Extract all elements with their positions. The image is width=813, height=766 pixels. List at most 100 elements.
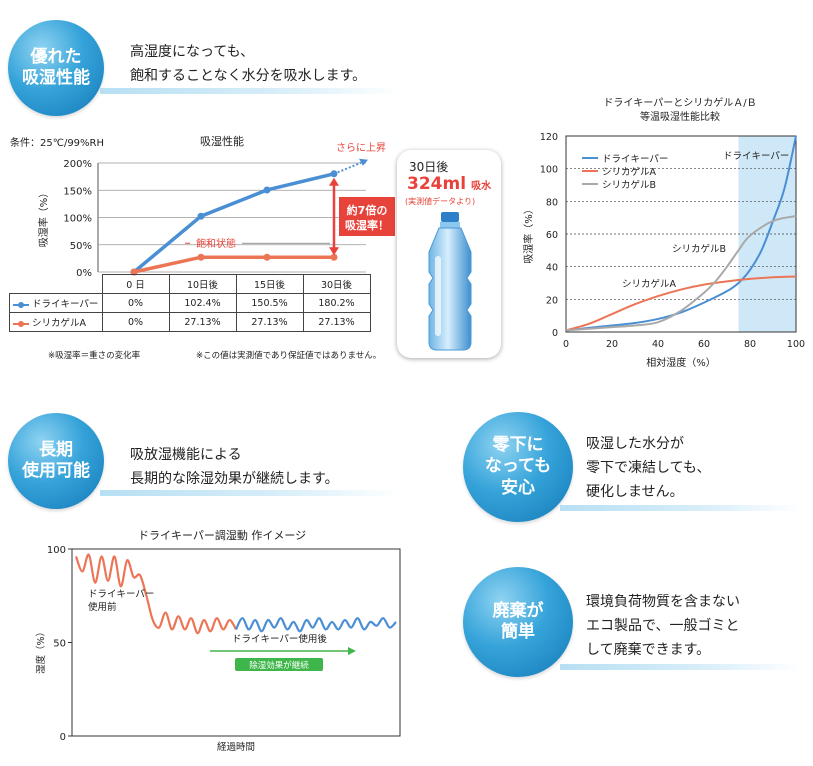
table-cell: 27.13% — [168, 312, 237, 332]
callout-day: 30日後 — [409, 160, 449, 174]
legend-label: シリカゲルA — [602, 166, 657, 178]
chart3-svg: 100 50 0 湿度（%） 経過時間 ドライキーパー使用前ドライキーパー使用後除湿効果が… — [35, 545, 401, 753]
inline-label-silica-a: シリカゲルA — [622, 278, 677, 290]
y-tick-label: 100% — [63, 214, 92, 225]
section-divider — [100, 490, 400, 496]
data-point — [197, 253, 205, 261]
series-line-silica-b — [565, 215, 797, 332]
freeze-lead-text: 吸湿した水分が 零下で凍結しても、 硬化しません。 — [586, 436, 711, 500]
dispose-lead-text: 環境負荷物質を含まない エコ製品で、一般ゴミと して廃棄できます。 — [586, 594, 740, 658]
chart1-title: 吸湿性能 — [200, 135, 244, 148]
x-tick-label: 40 — [652, 339, 664, 350]
series-line-after — [235, 617, 397, 633]
section-divider — [100, 88, 400, 94]
badge-dispose: 廃棄が 簡単 — [463, 567, 573, 677]
ratio-badge-text: 吸湿率！ — [345, 218, 389, 232]
table-cell: 102.4% — [168, 293, 237, 313]
further-rise-line — [333, 161, 362, 175]
legend-label: シリカゲルB — [602, 179, 656, 191]
sustain-arrow-head — [348, 647, 356, 655]
y-tick-label: 150% — [63, 186, 92, 197]
before-label: 使用前 — [88, 601, 117, 613]
ratio-badge — [339, 197, 395, 236]
badge-freeze: 零下に なっても 安心 — [463, 412, 573, 522]
section-divider — [560, 664, 800, 670]
badge-long-use: 長期 使用可能 — [8, 413, 104, 509]
table-row: ドライキーパー 0% 102.4% 150.5% 180.2% — [9, 293, 371, 313]
condition-label: 条件：25℃/99%RH — [10, 138, 105, 149]
table-cell: 27.13% — [302, 312, 371, 332]
saturation-label: 飽和状態 — [196, 237, 236, 250]
y-tick-label: 80 — [546, 197, 558, 208]
water-bottle-icon — [428, 212, 472, 351]
y-tick-label: 0 — [552, 328, 558, 339]
legend-dry-keeper: ドライキーパー — [9, 293, 103, 313]
chart2-title: ドライキーパーとシリカゲルＡ/Ｂ 等温吸湿性能比較 — [603, 98, 757, 123]
x-tick-label: 100 — [787, 339, 805, 350]
y-axis-label: 湿度（%） — [35, 627, 47, 674]
y-tick-label: 100 — [540, 165, 558, 176]
chart1-data-table: 0 日 10日後 15日後 30日後 ドライキーパー 0% 102.4% 150… — [9, 274, 371, 332]
y-tick-label: 50 — [53, 639, 66, 650]
callout-note: (実測値データより) — [405, 197, 476, 206]
ratio-badge-text: 約7倍の — [347, 203, 388, 217]
table-head-cell: 10日後 — [168, 274, 237, 294]
legend-label: ドライキーパー — [602, 154, 668, 165]
series-line-silica-a — [133, 255, 334, 274]
ratio-arrow-head-down — [329, 247, 339, 256]
table-cell: 0% — [101, 293, 170, 313]
inline-label-silica-b: シリカゲルB — [672, 243, 726, 255]
series-line-dry-keeper — [132, 172, 335, 274]
y-axis-label: 吸湿率（%） — [522, 204, 535, 264]
data-point — [330, 253, 338, 261]
table-head-cell: 15日後 — [235, 274, 304, 294]
y-tick-label: 0 — [60, 732, 66, 743]
data-point — [263, 253, 271, 261]
series-line-dry-keeper — [565, 135, 797, 332]
x-tick-label: 20 — [606, 339, 618, 350]
sustain-badge-text: 除湿効果が継続 — [249, 660, 309, 671]
bottle-callout: 30日後 324ml 吸水 (実測値データより) — [397, 150, 501, 358]
section-divider — [560, 505, 800, 511]
x-axis-label: 相対湿度（%） — [646, 356, 716, 369]
table-head-cell: 0 日 — [101, 274, 170, 294]
table-row: シリカゲルA 0% 27.13% 27.13% 27.13% — [9, 312, 371, 332]
sustain-badge — [235, 658, 323, 671]
table-head-cell: 30日後 — [302, 274, 371, 294]
after-label: ドライキーパー使用後 — [232, 633, 327, 645]
y-tick-label: 100 — [47, 545, 66, 556]
y-tick-label: 60 — [546, 230, 558, 241]
further-rise-arrowhead — [359, 158, 368, 166]
plot-frame — [565, 135, 797, 333]
y-axis-label: 吸湿率（%） — [37, 188, 50, 248]
table-cell: 180.2% — [302, 293, 371, 313]
before-label: ドライキーパー — [88, 589, 154, 600]
y-tick-label: 40 — [546, 263, 558, 274]
ratio-arrow-head-up — [329, 177, 339, 186]
note-disclaimer: ※この値は実測値であり保証値ではありません。 — [196, 351, 382, 361]
y-tick-label: 0% — [76, 268, 92, 279]
series-line-before — [74, 553, 237, 635]
callout-amount: 324ml 吸水 — [407, 174, 492, 194]
x-tick-label: 60 — [698, 339, 710, 350]
table-cell: 27.13% — [235, 312, 304, 332]
table-cell: 0% — [101, 312, 170, 332]
table-row: 0 日 10日後 15日後 30日後 — [10, 274, 371, 294]
x-axis-label: 経過時間 — [217, 741, 255, 753]
x-tick-label: 80 — [744, 339, 756, 350]
x-tick-label: 0 — [563, 339, 569, 350]
chart2-svg: 0 20 40 60 80 100 120 0 20 40 60 80 100 相対湿度（%） 吸湿率（%）… — [522, 132, 805, 369]
data-point — [130, 268, 138, 276]
y-tick-label: 200% — [63, 159, 92, 170]
data-point — [197, 212, 205, 220]
chart3-title: ドライキーパー調湿動 作イメージ — [138, 529, 307, 542]
long-use-lead-text: 吸放湿機能による 長期的な除湿効果が継続します。 — [130, 447, 339, 487]
badge-absorb: 優れた 吸湿性能 — [8, 20, 104, 116]
y-tick-label: 50% — [70, 241, 92, 252]
data-point — [263, 186, 271, 194]
absorb-lead-text: 高湿度になっても、 飽和することなく水分を吸水します。 — [130, 44, 367, 84]
table-cell: 150.5% — [235, 293, 304, 313]
highlight-label: ドライキーパー — [723, 151, 789, 162]
y-tick-label: 120 — [540, 132, 558, 143]
